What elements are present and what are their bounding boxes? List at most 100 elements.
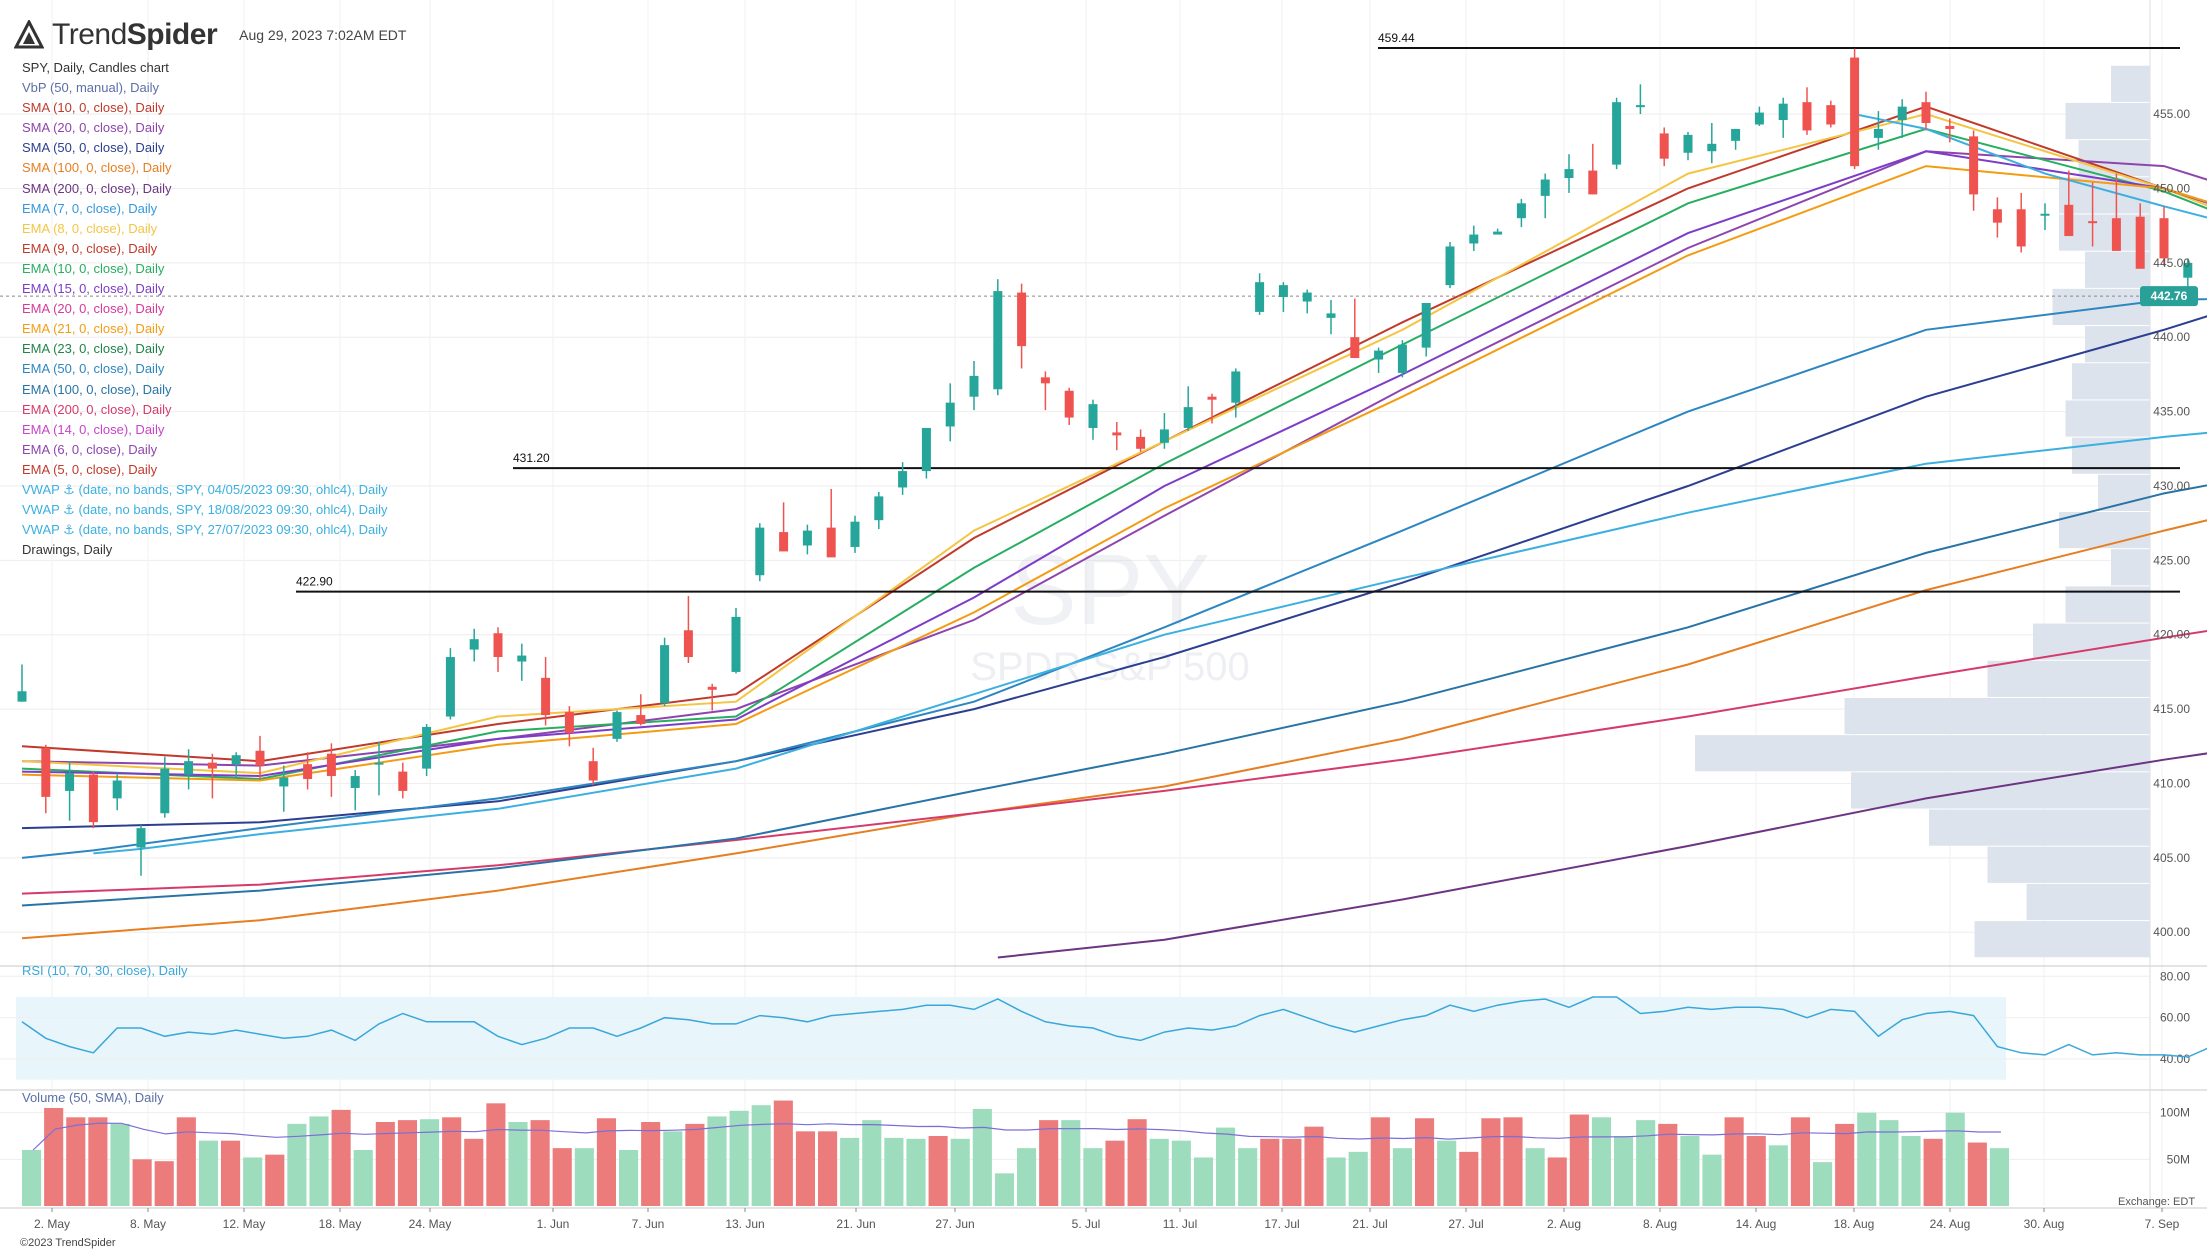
candle-body [374, 762, 384, 765]
legend-item[interactable]: SMA (10, 0, close), Daily [22, 100, 165, 116]
volume-bar [1724, 1117, 1744, 1206]
legend-item[interactable]: SMA (50, 0, close), Daily [22, 140, 165, 156]
legend-item[interactable]: EMA (6, 0, close), Daily [22, 441, 158, 457]
candle-body [826, 527, 836, 558]
volume-bar [1039, 1120, 1059, 1206]
legend-item[interactable]: EMA (5, 0, close), Daily [22, 461, 158, 477]
volume-bar [1790, 1117, 1810, 1206]
vbp-bar [2111, 549, 2150, 586]
time-tick-label: 7. Jun [632, 1217, 665, 1231]
candle-body [1278, 285, 1288, 298]
rsi-label[interactable]: RSI (10, 70, 30, close), Daily [22, 963, 188, 978]
candle-body [2111, 218, 2121, 251]
time-tick-label: 21. Jun [836, 1217, 875, 1231]
candle-body [1873, 128, 1883, 138]
volume-bar [1569, 1114, 1589, 1206]
legend-item[interactable]: EMA (15, 0, close), Daily [22, 281, 165, 297]
candle-body [850, 521, 860, 547]
time-tick-label: 24. Aug [1930, 1217, 1971, 1231]
candle-body [1635, 105, 1645, 108]
time-tick-label: 21. Jul [1352, 1217, 1387, 1231]
volume-bar [729, 1110, 749, 1206]
volume-panel[interactable]: 100M 50M [0, 1100, 2190, 1206]
price-tick-label: 425.00 [2153, 553, 2190, 567]
legend-item[interactable]: VWAP ⚓ (date, no bands, SPY, 04/05/2023 … [22, 481, 388, 497]
candle-body [945, 402, 955, 427]
time-tick-label: 27. Jun [935, 1217, 974, 1231]
legend-item[interactable]: EMA (7, 0, close), Daily [22, 200, 158, 216]
legend-item[interactable]: SMA (100, 0, close), Daily [22, 160, 172, 176]
level-label: 459.44 [1378, 31, 1415, 45]
legend-item[interactable]: EMA (9, 0, close), Daily [22, 240, 158, 256]
volume-bar [1282, 1138, 1302, 1206]
time-tick-label: 11. Jul [1163, 1217, 1197, 1231]
candlestick-series[interactable] [17, 48, 2207, 876]
volume-bar [994, 1173, 1014, 1206]
candle-body [1731, 128, 1741, 141]
candle-body [255, 750, 265, 766]
candle-body [469, 639, 479, 650]
candle-body [1683, 134, 1693, 153]
candle-body [517, 655, 527, 662]
price-tick-label: 435.00 [2153, 405, 2190, 419]
indicator-line [21, 629, 2207, 895]
rsi-panel[interactable]: 80.00 60.00 40.00 [0, 969, 2207, 1080]
candle-body [1136, 436, 1146, 449]
candle-body [1445, 246, 1455, 286]
candle-body [921, 427, 931, 472]
volume-bar [619, 1150, 639, 1206]
candle-body [541, 677, 551, 716]
legend-item[interactable]: EMA (23, 0, close), Daily [22, 341, 165, 357]
indicator-legend[interactable]: SPY, Daily, Candles chart VbP (50, manua… [22, 58, 388, 560]
rsi-tick-label: 80.00 [2160, 969, 2190, 983]
legend-item[interactable]: SMA (20, 0, close), Daily [22, 120, 165, 136]
brand-name-light: Trend [52, 18, 127, 51]
volume-bar [1105, 1140, 1125, 1206]
candle-body [1707, 143, 1717, 152]
legend-item[interactable]: Drawings, Daily [22, 542, 113, 558]
legend-item[interactable]: EMA (8, 0, close), Daily [22, 220, 158, 236]
volume-bar [685, 1123, 705, 1206]
legend-item[interactable]: VWAP ⚓ (date, no bands, SPY, 18/08/2023 … [22, 502, 388, 518]
volume-label[interactable]: Volume (50, SMA), Daily [22, 1090, 164, 1105]
legend-item[interactable]: VbP (50, manual), Daily [22, 80, 160, 96]
indicator-line [21, 105, 2207, 763]
volume-bar [950, 1138, 970, 1206]
candle-body [231, 755, 241, 765]
level-label: 431.20 [513, 451, 550, 465]
legend-item[interactable]: EMA (20, 0, close), Daily [22, 301, 165, 317]
candle-body [779, 532, 789, 552]
candle-body [350, 776, 360, 788]
price-axis[interactable]: 400.00 405.00 410.00 415.00 420.00 425.00 430.… [2140, 107, 2198, 939]
volume-bar [375, 1122, 395, 1206]
rsi-band [16, 996, 2006, 1080]
legend-item[interactable]: EMA (100, 0, close), Daily [22, 381, 172, 397]
vbp-bar [1987, 660, 2150, 697]
candle-body [1469, 234, 1479, 244]
legend-item[interactable]: EMA (50, 0, close), Daily [22, 361, 165, 377]
legend-item[interactable]: EMA (14, 0, close), Daily [22, 421, 165, 437]
candle-body [1516, 203, 1526, 219]
horizontal-levels[interactable]: 459.44 431.20 422.90 [0, 31, 2180, 593]
chart-timestamp: Aug 29, 2023 7:02AM EDT [239, 27, 407, 43]
legend-item[interactable]: SMA (200, 0, close), Daily [22, 180, 172, 196]
time-tick-label: 12. May [223, 1217, 266, 1231]
candle-body [660, 645, 670, 704]
legend-item[interactable]: EMA (10, 0, close), Daily [22, 260, 165, 276]
legend-item[interactable]: EMA (21, 0, close), Daily [22, 321, 165, 337]
volume-bar [707, 1116, 727, 1206]
vbp-bar [2059, 512, 2150, 549]
candle-body [1850, 57, 1860, 167]
time-tick-label: 1. Jun [537, 1217, 570, 1231]
volume-bar [1348, 1151, 1368, 1206]
vbp-bar [1851, 772, 2150, 809]
legend-item[interactable]: VWAP ⚓ (date, no bands, SPY, 27/07/2023 … [22, 522, 388, 538]
candle-body [2040, 213, 2050, 216]
legend-item[interactable]: EMA (200, 0, close), Daily [22, 401, 172, 417]
vbp-bar [2065, 400, 2150, 437]
time-axis[interactable]: 2. May 8. May 12. May 18. May 24. May 1. Jun 7… [34, 1208, 2180, 1231]
candle-body [1969, 136, 1979, 195]
volume-bar [862, 1120, 882, 1206]
price-tick-label: 405.00 [2153, 851, 2190, 865]
